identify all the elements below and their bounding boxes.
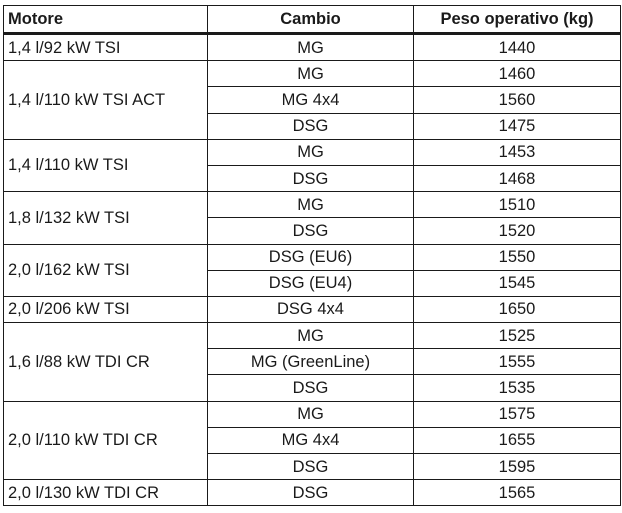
table-row: MG 4x4 1560	[4, 86, 621, 114]
table-row: DSG 1535	[4, 374, 621, 402]
weight-cell: 1655	[413, 426, 621, 455]
table-row: MG (GreenLine) 1555	[4, 348, 621, 376]
table-row: DSG 1595	[4, 452, 621, 481]
header-motore: Motore	[3, 5, 208, 35]
engine-cell: 1,4 l/110 kW TSI	[3, 138, 208, 193]
gearbox-cell: MG	[207, 32, 414, 62]
operating-weight-table: Motore Cambio Peso operativo (kg) 1,4 l/…	[3, 5, 621, 507]
header-peso: Peso operativo (kg)	[413, 5, 621, 35]
gearbox-cell: MG	[207, 322, 414, 350]
header-cambio: Cambio	[207, 5, 414, 35]
gearbox-cell: DSG (EU4)	[207, 269, 414, 297]
table-row: 1,4 l/110 kW TSI ACT MG 1460	[3, 60, 621, 140]
engine-cell: 1,6 l/88 kW TDI CR	[3, 322, 208, 402]
weight-cell: 1550	[413, 243, 621, 271]
gearbox-cell: MG	[207, 400, 414, 428]
table-row: 2,0 l/162 kW TSI DSG (EU6) 1550	[3, 243, 621, 297]
table-row: DSG 1468	[4, 164, 621, 193]
gearbox-cell: DSG	[207, 374, 414, 402]
weight-cell: 1460	[413, 60, 621, 88]
weight-cell: 1560	[413, 86, 621, 114]
gearbox-cell: MG 4x4	[207, 426, 414, 455]
table-row: 1,8 l/132 kW TSI MG 1510	[3, 191, 621, 245]
weight-cell: 1510	[413, 191, 621, 219]
gearbox-cell: MG	[207, 60, 414, 88]
engine-cell: 1,8 l/132 kW TSI	[3, 191, 208, 245]
gearbox-cell: DSG	[207, 164, 414, 193]
weight-cell: 1650	[413, 295, 621, 324]
table-row: 1,4 l/92 kW TSI MG 1440	[3, 32, 621, 62]
weight-cell: 1475	[413, 112, 621, 140]
engine-cell: 1,4 l/92 kW TSI	[3, 32, 208, 62]
gearbox-cell: MG (GreenLine)	[207, 348, 414, 376]
gearbox-cell: DSG 4x4	[207, 295, 414, 324]
gearbox-cell: DSG (EU6)	[207, 243, 414, 271]
table-row: 2,0 l/130 kW TDI CR DSG 1565	[3, 479, 621, 507]
weight-cell: 1595	[413, 452, 621, 481]
weight-cell: 1545	[413, 269, 621, 297]
gearbox-cell: MG	[207, 191, 414, 219]
header-row: Motore Cambio Peso operativo (kg)	[3, 5, 621, 35]
weight-cell: 1520	[413, 217, 621, 245]
gearbox-cell: DSG	[207, 452, 414, 481]
table-row: 1,6 l/88 kW TDI CR MG 1525	[3, 322, 621, 402]
table-row: DSG 1520	[4, 217, 621, 245]
weight-cell: 1440	[413, 32, 621, 62]
table-row: 2,0 l/110 kW TDI CR MG 1575	[3, 400, 621, 481]
table-row: 2,0 l/206 kW TSI DSG 4x4 1650	[3, 295, 621, 324]
engine-cell: 2,0 l/162 kW TSI	[3, 243, 208, 297]
weight-cell: 1535	[413, 374, 621, 402]
weight-cell: 1555	[413, 348, 621, 376]
weight-cell: 1525	[413, 322, 621, 350]
table-row: 1,4 l/110 kW TSI MG 1453	[3, 138, 621, 193]
gearbox-cell: DSG	[207, 479, 414, 507]
gearbox-cell: MG 4x4	[207, 86, 414, 114]
engine-cell: 2,0 l/130 kW TDI CR	[3, 479, 208, 507]
gearbox-cell: DSG	[207, 217, 414, 245]
gearbox-cell: DSG	[207, 112, 414, 140]
weight-cell: 1575	[413, 400, 621, 428]
gearbox-cell: MG	[207, 138, 414, 166]
table-row: DSG (EU4) 1545	[4, 269, 621, 297]
weight-cell: 1468	[413, 164, 621, 193]
table-row: MG 4x4 1655	[4, 426, 621, 455]
table-row: DSG 1475	[4, 112, 621, 140]
engine-cell: 2,0 l/110 kW TDI CR	[3, 400, 208, 481]
weight-cell: 1565	[413, 479, 621, 507]
weight-cell: 1453	[413, 138, 621, 166]
engine-cell: 1,4 l/110 kW TSI ACT	[3, 60, 208, 140]
engine-cell: 2,0 l/206 kW TSI	[3, 295, 208, 324]
